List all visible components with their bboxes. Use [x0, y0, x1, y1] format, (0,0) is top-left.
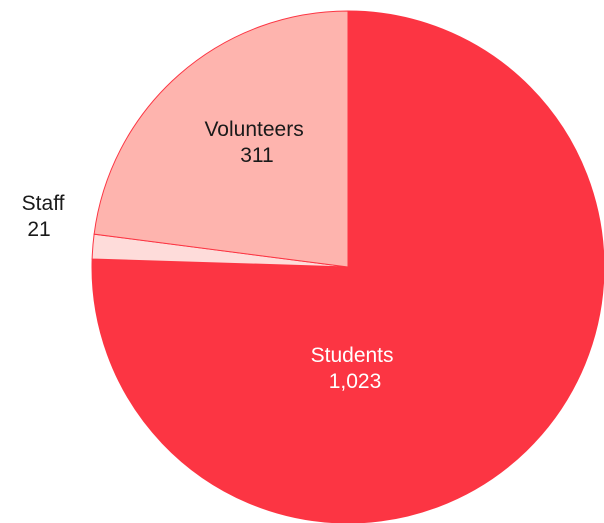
- slice-name-volunteers: Volunteers: [204, 118, 303, 141]
- slice-name-staff: Staff: [22, 192, 65, 215]
- slice-name-students: Students: [311, 344, 394, 367]
- pie-slice-students: [91, 10, 604, 523]
- slice-value-volunteers: 311: [240, 144, 273, 167]
- slice-value-staff: 21: [27, 218, 50, 241]
- slice-label-volunteers: Volunteers 311: [204, 118, 309, 167]
- pie-labels: Students 1,023 Staff 21 Volunteers 311: [22, 118, 400, 393]
- slice-value-students: 1,023: [329, 370, 382, 393]
- pie-slice-volunteers: [93, 10, 349, 268]
- pie-slices: [91, 10, 604, 523]
- slice-label-staff: Staff 21: [22, 192, 71, 241]
- slice-label-students: Students 1,023: [311, 344, 400, 393]
